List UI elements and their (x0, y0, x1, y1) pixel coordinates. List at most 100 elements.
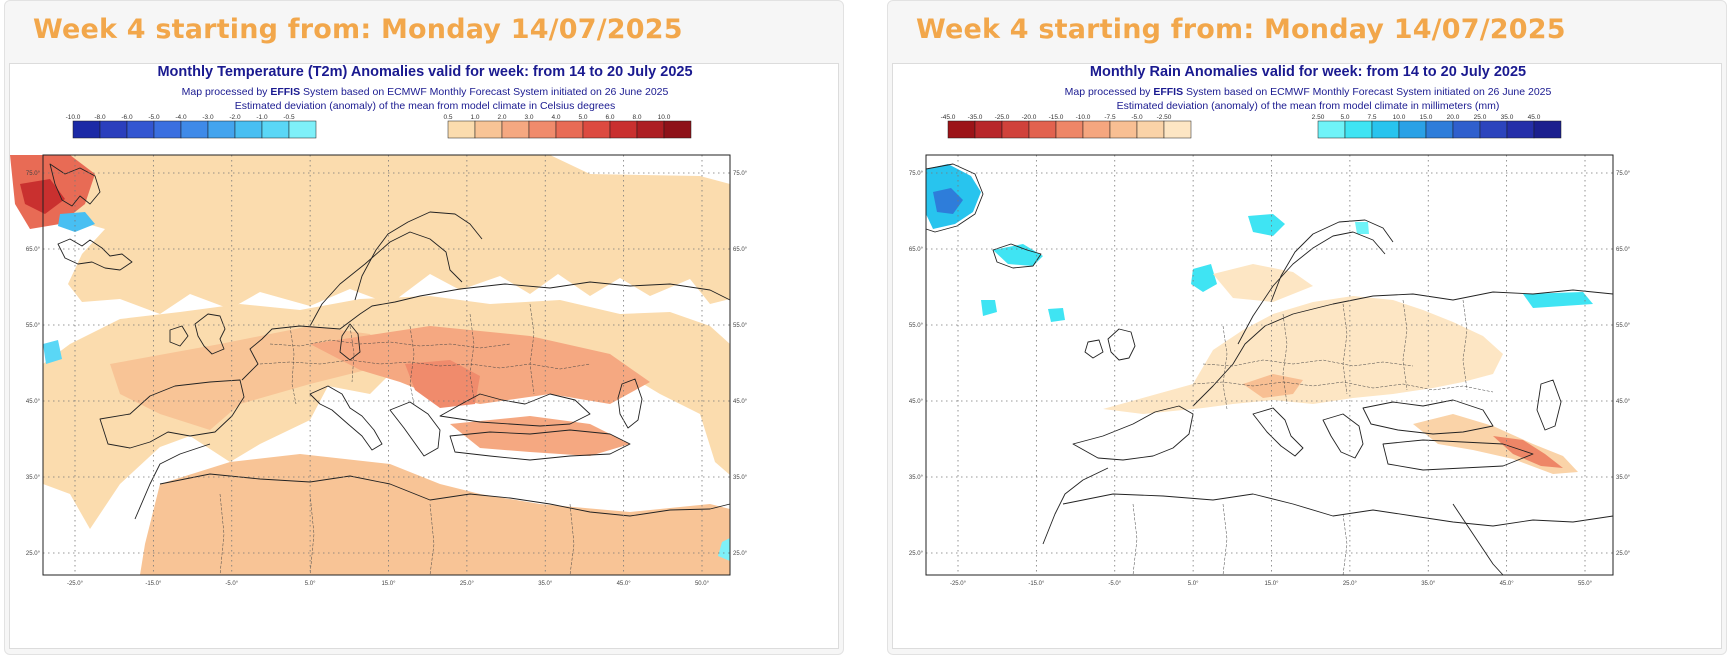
legend-positive: 0.5 1.0 2.0 3.0 4.0 5.0 6.0 8.0 10.0 (443, 114, 692, 139)
legend-swatch (1136, 120, 1165, 139)
x-tick-label: 5.0° (305, 581, 316, 587)
x-tick-label: -25.0° (950, 581, 967, 587)
x-tick-label: -15.0° (145, 581, 162, 587)
legend-label: 5.0 (1340, 114, 1349, 121)
y-tick-label: 75.0° (733, 171, 748, 177)
legend-swatch (180, 120, 209, 139)
legend-swatch (1452, 120, 1481, 139)
legend-swatch (663, 120, 692, 139)
legend-swatch (1028, 120, 1057, 139)
shade-hotspot (405, 360, 480, 408)
legend-label: 35.0 (1501, 114, 1514, 121)
legend-swatch (501, 120, 530, 139)
legend-swatch (1371, 120, 1400, 139)
y-tick-label: 55.0° (909, 323, 924, 329)
x-tick-label: -15.0° (1028, 581, 1045, 587)
shade-wet-scandinavia (1248, 214, 1285, 236)
y-tick-label: 45.0° (26, 399, 41, 405)
legend-swatch (1344, 120, 1373, 139)
panel-header: Week 4 starting from: Monday 14/07/2025 (33, 14, 683, 45)
y-tick-label: 35.0° (1616, 475, 1631, 481)
x-tick-label: 35.0° (538, 581, 553, 587)
legend-label: -45.0 (941, 114, 956, 121)
borders (219, 303, 591, 576)
legend-swatch (1055, 120, 1084, 139)
legend-label: 15.0 (1420, 114, 1433, 121)
x-tick-label: 5.0° (1188, 581, 1199, 587)
x-axis-ticks: -25.0° -15.0° -5.0° 5.0° 15.0° 25.0° 35.0° 45.0… (950, 581, 1593, 587)
legend-swatch (1001, 120, 1030, 139)
legend-label: -2.0 (229, 114, 241, 121)
legend-label: 20.0 (1447, 114, 1460, 121)
y-tick-label: 65.0° (909, 247, 924, 253)
shade-dry-baltic (1213, 264, 1313, 302)
legend-label: 25.0 (1474, 114, 1487, 121)
legend-swatch (1533, 120, 1562, 139)
legend-swatch (528, 120, 557, 139)
shade-wet-greenland-core (933, 188, 963, 214)
legend-label: -3.0 (202, 114, 214, 121)
legend-label: 0.5 (443, 114, 452, 121)
y-tick-label: 25.0° (26, 551, 41, 557)
legend-swatch (609, 120, 638, 139)
legend-label: 6.0 (605, 114, 614, 121)
legend-label: 5.0 (578, 114, 587, 121)
legend-swatch (974, 120, 1003, 139)
legend-swatch (1398, 120, 1427, 139)
legend-label: -15.0 (1049, 114, 1064, 121)
legend-swatch (1479, 120, 1508, 139)
y-tick-label: 65.0° (733, 247, 748, 253)
legend-swatch (1082, 120, 1111, 139)
legend-swatch (153, 120, 182, 139)
x-axis-ticks: -25.0° -15.0° -5.0° 5.0° 15.0° 25.0° 35.0° 45.0… (67, 581, 710, 587)
borders (1132, 299, 1494, 576)
legend-label: 8.0 (632, 114, 641, 121)
legend-swatch (1163, 120, 1192, 139)
legend-swatch (555, 120, 584, 139)
shade-cold-east (718, 538, 730, 561)
legend-label: 10.0 (1393, 114, 1406, 121)
y-tick-label: 45.0° (909, 399, 924, 405)
legend-swatch (99, 120, 128, 139)
temperature-panel: Week 4 starting from: Monday 14/07/2025 … (4, 0, 844, 655)
shade-wet-iceland (993, 244, 1043, 266)
shade-anatolia (450, 416, 630, 456)
map-subtitle: Map processed by EFFIS System based on E… (182, 86, 669, 98)
legend-label: -10.0 (1076, 114, 1091, 121)
shade-wet-norway (1191, 264, 1217, 292)
y-tick-label: 75.0° (909, 171, 924, 177)
shade-cold-atlantic (43, 340, 62, 364)
shade-dry-alps (1243, 374, 1303, 398)
legend-swatch (474, 120, 503, 139)
shade-dry-europe (1103, 296, 1503, 414)
y-tick-label: 55.0° (733, 323, 748, 329)
map-title: Monthly Rain Anomalies valid for week: f… (1090, 64, 1526, 80)
shade-wet-atlantic-2 (1048, 308, 1065, 322)
y-tick-label: 45.0° (733, 399, 748, 405)
legend-swatch (72, 120, 101, 139)
y-tick-label: 35.0° (909, 475, 924, 481)
y-tick-label: 35.0° (733, 475, 748, 481)
y-tick-label: 25.0° (909, 551, 924, 557)
anomaly-shading (926, 164, 1593, 474)
legend-label: -2.50 (1157, 114, 1172, 121)
y-tick-label: 45.0° (1616, 399, 1631, 405)
legend-label: -4.0 (175, 114, 187, 121)
y-tick-label: 35.0° (26, 475, 41, 481)
temperature-map-card: Monthly Temperature (T2m) Anomalies vali… (9, 63, 839, 649)
legend-swatch (1317, 120, 1346, 139)
map-title: Monthly Temperature (T2m) Anomalies vali… (157, 64, 692, 80)
legend-swatch (126, 120, 155, 139)
shade-wet-atlantic (981, 300, 997, 316)
x-tick-label: 45.0° (1500, 581, 1515, 587)
legend-swatch (207, 120, 236, 139)
legend-label: 2.0 (497, 114, 506, 121)
shade-north (68, 155, 730, 314)
x-tick-label: 45.0° (617, 581, 632, 587)
legend-label: 4.0 (551, 114, 560, 121)
x-tick-label: -5.0° (225, 581, 238, 587)
legend-swatch (947, 120, 976, 139)
rain-map-card: Monthly Rain Anomalies valid for week: f… (892, 63, 1722, 649)
legend-label: -1.0 (256, 114, 268, 121)
map-grid (926, 155, 1613, 575)
